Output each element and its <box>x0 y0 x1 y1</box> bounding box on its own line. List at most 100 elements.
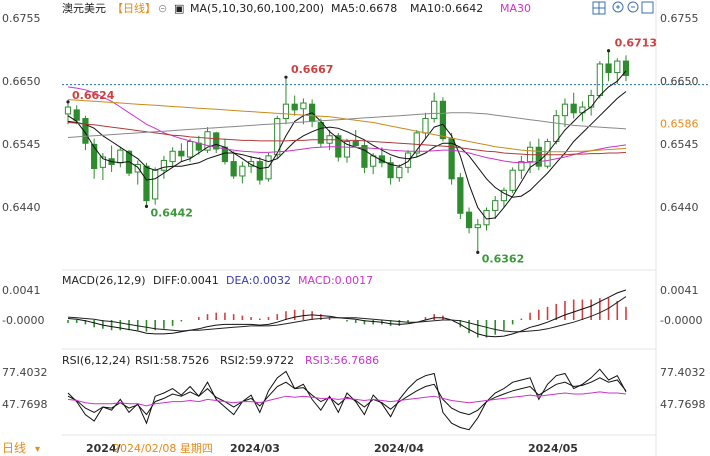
price-tick-right: 0.6440 <box>660 201 699 214</box>
ma-label: MA(5,10,30,60,100,200) <box>190 2 324 15</box>
rsi2-value: RSI2:59.9722 <box>220 354 294 367</box>
expand-icon[interactable] <box>641 1 654 14</box>
candle <box>457 173 464 220</box>
date-label-mar: 2024/03 <box>230 442 280 455</box>
candle <box>186 138 194 162</box>
candle <box>588 89 595 116</box>
zoom-in-icon[interactable] <box>612 1 624 13</box>
ma10-label: MA10:0.6642 <box>410 2 483 15</box>
candle <box>152 167 159 205</box>
candle <box>204 127 211 153</box>
candle <box>431 92 438 123</box>
extreme-marker <box>66 100 70 104</box>
footer: 日线 ▾ 2024/ 2024/02/08 星期四 2024/03 2024/0… <box>2 441 578 455</box>
rsi1-line <box>67 368 627 431</box>
date-label-apr: 2024/04 <box>374 442 424 455</box>
macd-panel: 0.0041 0.0041 -0.0000 -0.0000 <box>2 284 702 338</box>
candle <box>509 167 516 194</box>
rsi3-value: RSI3:56.7686 <box>305 354 379 367</box>
period-tab[interactable]: 日线 <box>2 441 26 455</box>
candle <box>465 207 473 234</box>
extreme-label: 0.6362 <box>482 252 524 265</box>
zoom-out-icon[interactable] <box>627 1 639 13</box>
candle <box>413 130 420 158</box>
macd-tick-right: -0.0000 <box>660 314 702 327</box>
candle <box>500 187 508 208</box>
ma-line-ma5 <box>67 70 627 220</box>
candle <box>91 138 98 179</box>
candle <box>134 160 141 185</box>
macd-dea: DEA:0.0032 <box>226 274 291 287</box>
candle <box>526 141 534 174</box>
rsi-tick-left: 47.7698 <box>2 398 48 411</box>
extreme-label: 0.6442 <box>150 206 192 219</box>
ma5-label: MA5:0.6678 <box>331 2 397 15</box>
ma-line-ma10 <box>67 91 627 198</box>
date-label-1: 2024/ <box>86 442 122 455</box>
price-tick-left: 0.6650 <box>2 75 41 88</box>
symbol-label: 澳元美元 <box>62 2 106 15</box>
macd-diff-line <box>67 289 627 338</box>
rsi-params: RSI(6,12,24) <box>62 354 130 367</box>
candle <box>291 95 298 116</box>
macd-tick-left: 0.0041 <box>2 284 41 297</box>
extreme-marker <box>476 250 480 254</box>
rsi-panel: 77.4032 77.4032 47.7698 47.7698 <box>2 366 706 431</box>
candle <box>117 147 124 168</box>
rsi3-line <box>67 391 627 407</box>
candle <box>361 141 368 174</box>
candle <box>396 164 403 182</box>
candle <box>169 147 176 167</box>
price-panel: 0.6624 0.6667 0.6442 0.6362 0.6713 <box>62 37 710 265</box>
candle <box>474 219 481 253</box>
macd-value: MACD:0.0017 <box>298 274 373 287</box>
candle <box>622 55 630 82</box>
ma-line-ma60 <box>67 122 627 156</box>
candle <box>605 50 612 82</box>
candle <box>282 77 290 125</box>
candle <box>570 92 577 119</box>
price-tick-left: 0.6755 <box>2 12 41 25</box>
period-label[interactable]: 【日线】 <box>112 1 156 15</box>
rsi-header: RSI(6,12,24) RSI1:58.7526 RSI2:59.9722 R… <box>62 354 379 367</box>
extreme-marker <box>606 49 611 53</box>
macd-diff: DIFF:0.0041 <box>153 274 219 287</box>
candle <box>448 132 455 185</box>
rsi1-value: RSI1:58.7526 <box>135 354 209 367</box>
period-dropdown-icon[interactable]: ▾ <box>35 444 40 455</box>
candle <box>317 118 324 148</box>
extreme-marker <box>284 75 288 79</box>
candle <box>99 152 106 180</box>
candle <box>518 155 525 179</box>
candle <box>439 97 447 142</box>
rsi-tick-right: 47.7698 <box>660 398 706 411</box>
rsi2-line <box>67 377 627 416</box>
candle <box>422 112 429 139</box>
extreme-label: 0.6713 <box>615 37 657 50</box>
candle <box>596 61 603 99</box>
candle <box>561 98 569 128</box>
macd-dea-line <box>67 296 627 333</box>
ma-line-ma200 <box>67 112 627 138</box>
price-tick-right: 0.6545 <box>660 138 699 151</box>
date-label-may: 2024/05 <box>528 442 578 455</box>
macd-params: MACD(26,12,9) <box>62 274 146 287</box>
candle <box>614 58 621 85</box>
price-tick-right: 0.6755 <box>660 12 699 25</box>
candle <box>221 138 229 165</box>
macd-tick-left: -0.0000 <box>2 314 44 327</box>
candle <box>352 130 359 148</box>
date-label-cursor: 2024/02/08 星期四 <box>113 442 213 455</box>
extreme-label: 0.6624 <box>72 89 115 102</box>
macd-header: MACD(26,12,9) DIFF:0.0041 DEA:0.0032 MAC… <box>62 274 373 287</box>
rsi-tick-left: 77.4032 <box>2 366 48 379</box>
price-tick-left: 0.6440 <box>2 201 41 214</box>
candle <box>300 98 307 125</box>
rsi-tick-right: 77.4032 <box>660 366 706 379</box>
chart-style-icon[interactable]: ▣ <box>174 2 184 15</box>
chart-grid <box>62 0 657 456</box>
candle <box>64 101 72 125</box>
settings-icon[interactable]: ⊝ <box>158 2 167 15</box>
toolbar <box>592 1 654 15</box>
